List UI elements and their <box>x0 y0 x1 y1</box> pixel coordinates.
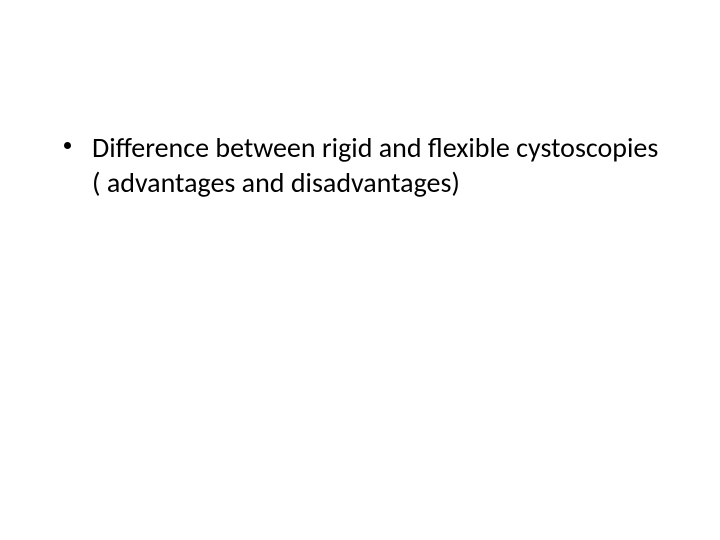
slide-content: Difference between rigid and flexible cy… <box>0 0 720 540</box>
bullet-marker-icon <box>64 142 71 149</box>
bullet-text: Difference between rigid and flexible cy… <box>92 130 658 200</box>
list-item: Difference between rigid and flexible cy… <box>56 130 664 200</box>
bullet-list: Difference between rigid and flexible cy… <box>56 130 664 200</box>
